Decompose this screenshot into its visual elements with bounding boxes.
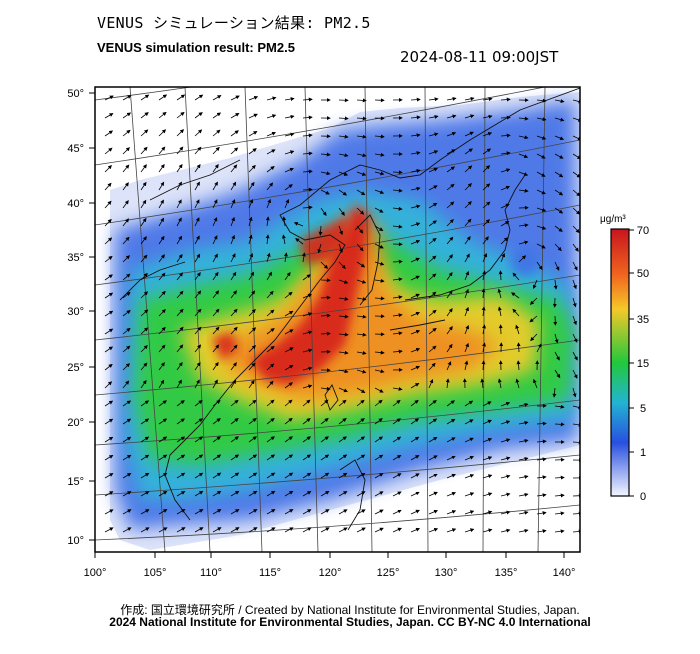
wind-arrow xyxy=(321,298,330,299)
wind-arrow xyxy=(519,343,520,352)
colorbar-label: 5 xyxy=(640,403,646,415)
lat-label: 20° xyxy=(67,417,84,429)
colorbar-scale xyxy=(611,229,629,496)
wind-arrow xyxy=(393,262,402,263)
lon-label: 105° xyxy=(144,567,167,579)
colorbar-unit: μg/m³ xyxy=(600,214,626,225)
lat-label: 15° xyxy=(67,476,84,488)
wind-arrow xyxy=(393,172,402,173)
colorbar: μg/m³ 70 50 35 15 5 1 0 xyxy=(600,214,649,503)
lon-label: 125° xyxy=(377,567,400,579)
colorbar-label: 0 xyxy=(640,491,646,503)
copyright-line: 2024 National Institute for Environmenta… xyxy=(0,615,700,629)
lat-label: 10° xyxy=(67,535,84,547)
lat-label: 45° xyxy=(67,143,84,155)
lon-label: 140° xyxy=(553,567,576,579)
lon-label: 130° xyxy=(435,567,458,579)
lon-label: 120° xyxy=(319,567,342,579)
colorbar-label: 1 xyxy=(640,447,646,459)
wind-arrow xyxy=(321,334,330,335)
colorbar-label: 15 xyxy=(637,358,649,370)
lon-label: 135° xyxy=(495,567,518,579)
latitude-labels: 50° 45° 40° 35° 30° 25° 20° 15° 10° xyxy=(67,88,84,547)
wind-arrow xyxy=(303,190,312,191)
wind-arrow xyxy=(375,118,384,119)
lat-label: 40° xyxy=(67,198,84,210)
lat-label: 50° xyxy=(67,88,84,100)
colorbar-label: 35 xyxy=(637,314,649,326)
lat-label: 25° xyxy=(67,362,84,374)
colorbar-label: 70 xyxy=(637,225,649,237)
lat-label: 35° xyxy=(67,252,84,264)
colorbar-label: 50 xyxy=(637,268,649,280)
lon-label: 100° xyxy=(84,567,107,579)
lon-label: 115° xyxy=(259,567,281,579)
lon-label: 110° xyxy=(200,567,222,579)
wind-arrow xyxy=(555,424,564,425)
lat-label: 30° xyxy=(67,306,84,318)
longitude-labels: 100° 105° 110° 115° 120° 125° 130° 135° … xyxy=(84,567,576,579)
